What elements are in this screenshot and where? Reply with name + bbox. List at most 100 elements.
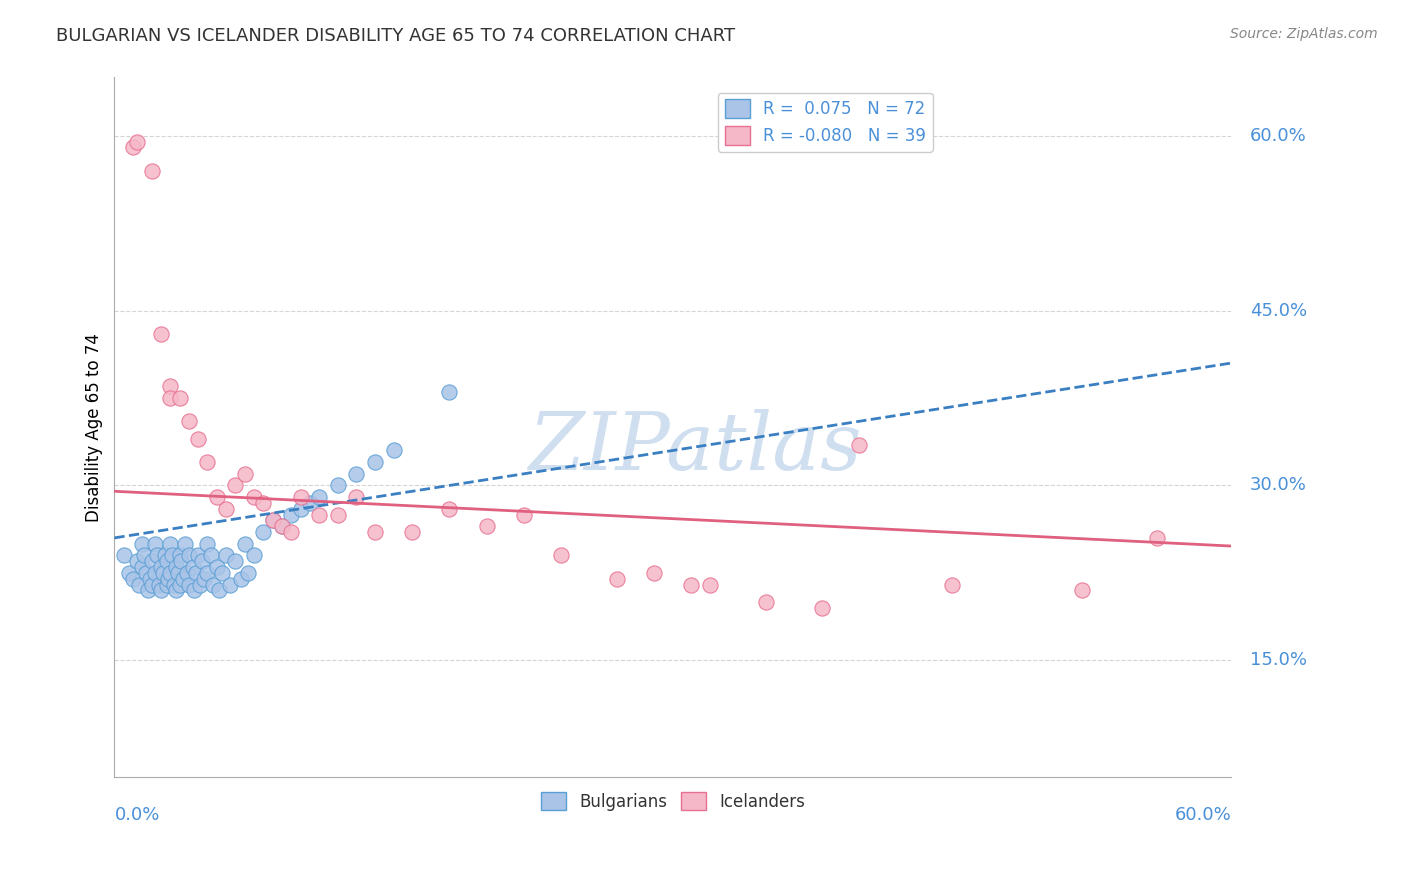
Point <box>112 549 135 563</box>
Point <box>205 490 228 504</box>
Point <box>191 554 214 568</box>
Point <box>122 140 145 154</box>
Text: 15.0%: 15.0% <box>1250 651 1308 669</box>
Point <box>202 577 225 591</box>
Point <box>193 572 215 586</box>
Point <box>401 524 423 539</box>
Point <box>152 566 174 580</box>
Point <box>224 478 246 492</box>
Text: 0.0%: 0.0% <box>114 806 160 824</box>
Point <box>224 554 246 568</box>
Point <box>186 566 208 580</box>
Text: Source: ZipAtlas.com: Source: ZipAtlas.com <box>1230 27 1378 41</box>
Point <box>215 549 238 563</box>
Point <box>159 391 181 405</box>
Point <box>200 549 222 563</box>
Point <box>344 490 367 504</box>
Point <box>197 537 219 551</box>
Point <box>148 577 170 591</box>
Point <box>155 577 177 591</box>
Point <box>215 501 238 516</box>
Point <box>141 163 163 178</box>
Point <box>290 501 312 516</box>
Point <box>166 566 188 580</box>
Point <box>197 566 219 580</box>
Point <box>382 443 405 458</box>
Text: 45.0%: 45.0% <box>1250 301 1308 319</box>
Point <box>145 566 167 580</box>
Point <box>262 513 284 527</box>
Point <box>135 566 157 580</box>
Point <box>439 385 461 400</box>
Point <box>606 572 628 586</box>
Point <box>169 391 191 405</box>
Point <box>159 566 181 580</box>
Point <box>155 554 177 568</box>
Point <box>172 572 194 586</box>
Point <box>165 583 187 598</box>
Point <box>252 524 274 539</box>
Point <box>205 560 228 574</box>
Point <box>160 549 183 563</box>
Point <box>176 566 198 580</box>
Point <box>550 549 572 563</box>
Point <box>134 549 156 563</box>
Point <box>848 437 870 451</box>
Point <box>755 595 778 609</box>
Point <box>197 455 219 469</box>
Point <box>252 496 274 510</box>
Point <box>1146 531 1168 545</box>
Point <box>149 560 172 574</box>
Point <box>141 554 163 568</box>
Text: BULGARIAN VS ICELANDER DISABILITY AGE 65 TO 74 CORRELATION CHART: BULGARIAN VS ICELANDER DISABILITY AGE 65… <box>56 27 735 45</box>
Point <box>513 508 536 522</box>
Text: ZIPatlas: ZIPatlas <box>529 409 862 487</box>
Point <box>326 508 349 522</box>
Y-axis label: Disability Age 65 to 74: Disability Age 65 to 74 <box>86 333 103 522</box>
Point <box>149 583 172 598</box>
Point <box>280 524 302 539</box>
Point <box>1071 583 1094 598</box>
Point <box>181 560 204 574</box>
Point <box>439 501 461 516</box>
Point <box>187 432 209 446</box>
Point <box>149 326 172 341</box>
Point <box>699 577 721 591</box>
Point <box>125 554 148 568</box>
Point <box>233 537 256 551</box>
Point <box>139 572 162 586</box>
Point <box>308 490 330 504</box>
Point <box>118 566 141 580</box>
Point <box>271 519 294 533</box>
Point <box>298 496 321 510</box>
Point <box>170 554 193 568</box>
Point <box>211 566 233 580</box>
Point <box>188 577 211 591</box>
Point <box>243 549 266 563</box>
Point <box>233 467 256 481</box>
Point <box>125 135 148 149</box>
Legend: Bulgarians, Icelanders: Bulgarians, Icelanders <box>534 786 811 817</box>
Point <box>262 513 284 527</box>
Point <box>145 537 167 551</box>
Point <box>165 560 187 574</box>
Point <box>131 560 153 574</box>
Point <box>159 537 181 551</box>
Point <box>169 549 191 563</box>
Point <box>271 519 294 533</box>
Point <box>187 549 209 563</box>
Point <box>163 577 186 591</box>
Point <box>174 537 197 551</box>
Point <box>136 583 159 598</box>
Point <box>177 577 200 591</box>
Point <box>177 414 200 428</box>
Point <box>128 577 150 591</box>
Point <box>229 572 252 586</box>
Point <box>308 508 330 522</box>
Point <box>218 577 240 591</box>
Point <box>122 572 145 586</box>
Point <box>290 490 312 504</box>
Point <box>238 566 260 580</box>
Point <box>243 490 266 504</box>
Point <box>326 478 349 492</box>
